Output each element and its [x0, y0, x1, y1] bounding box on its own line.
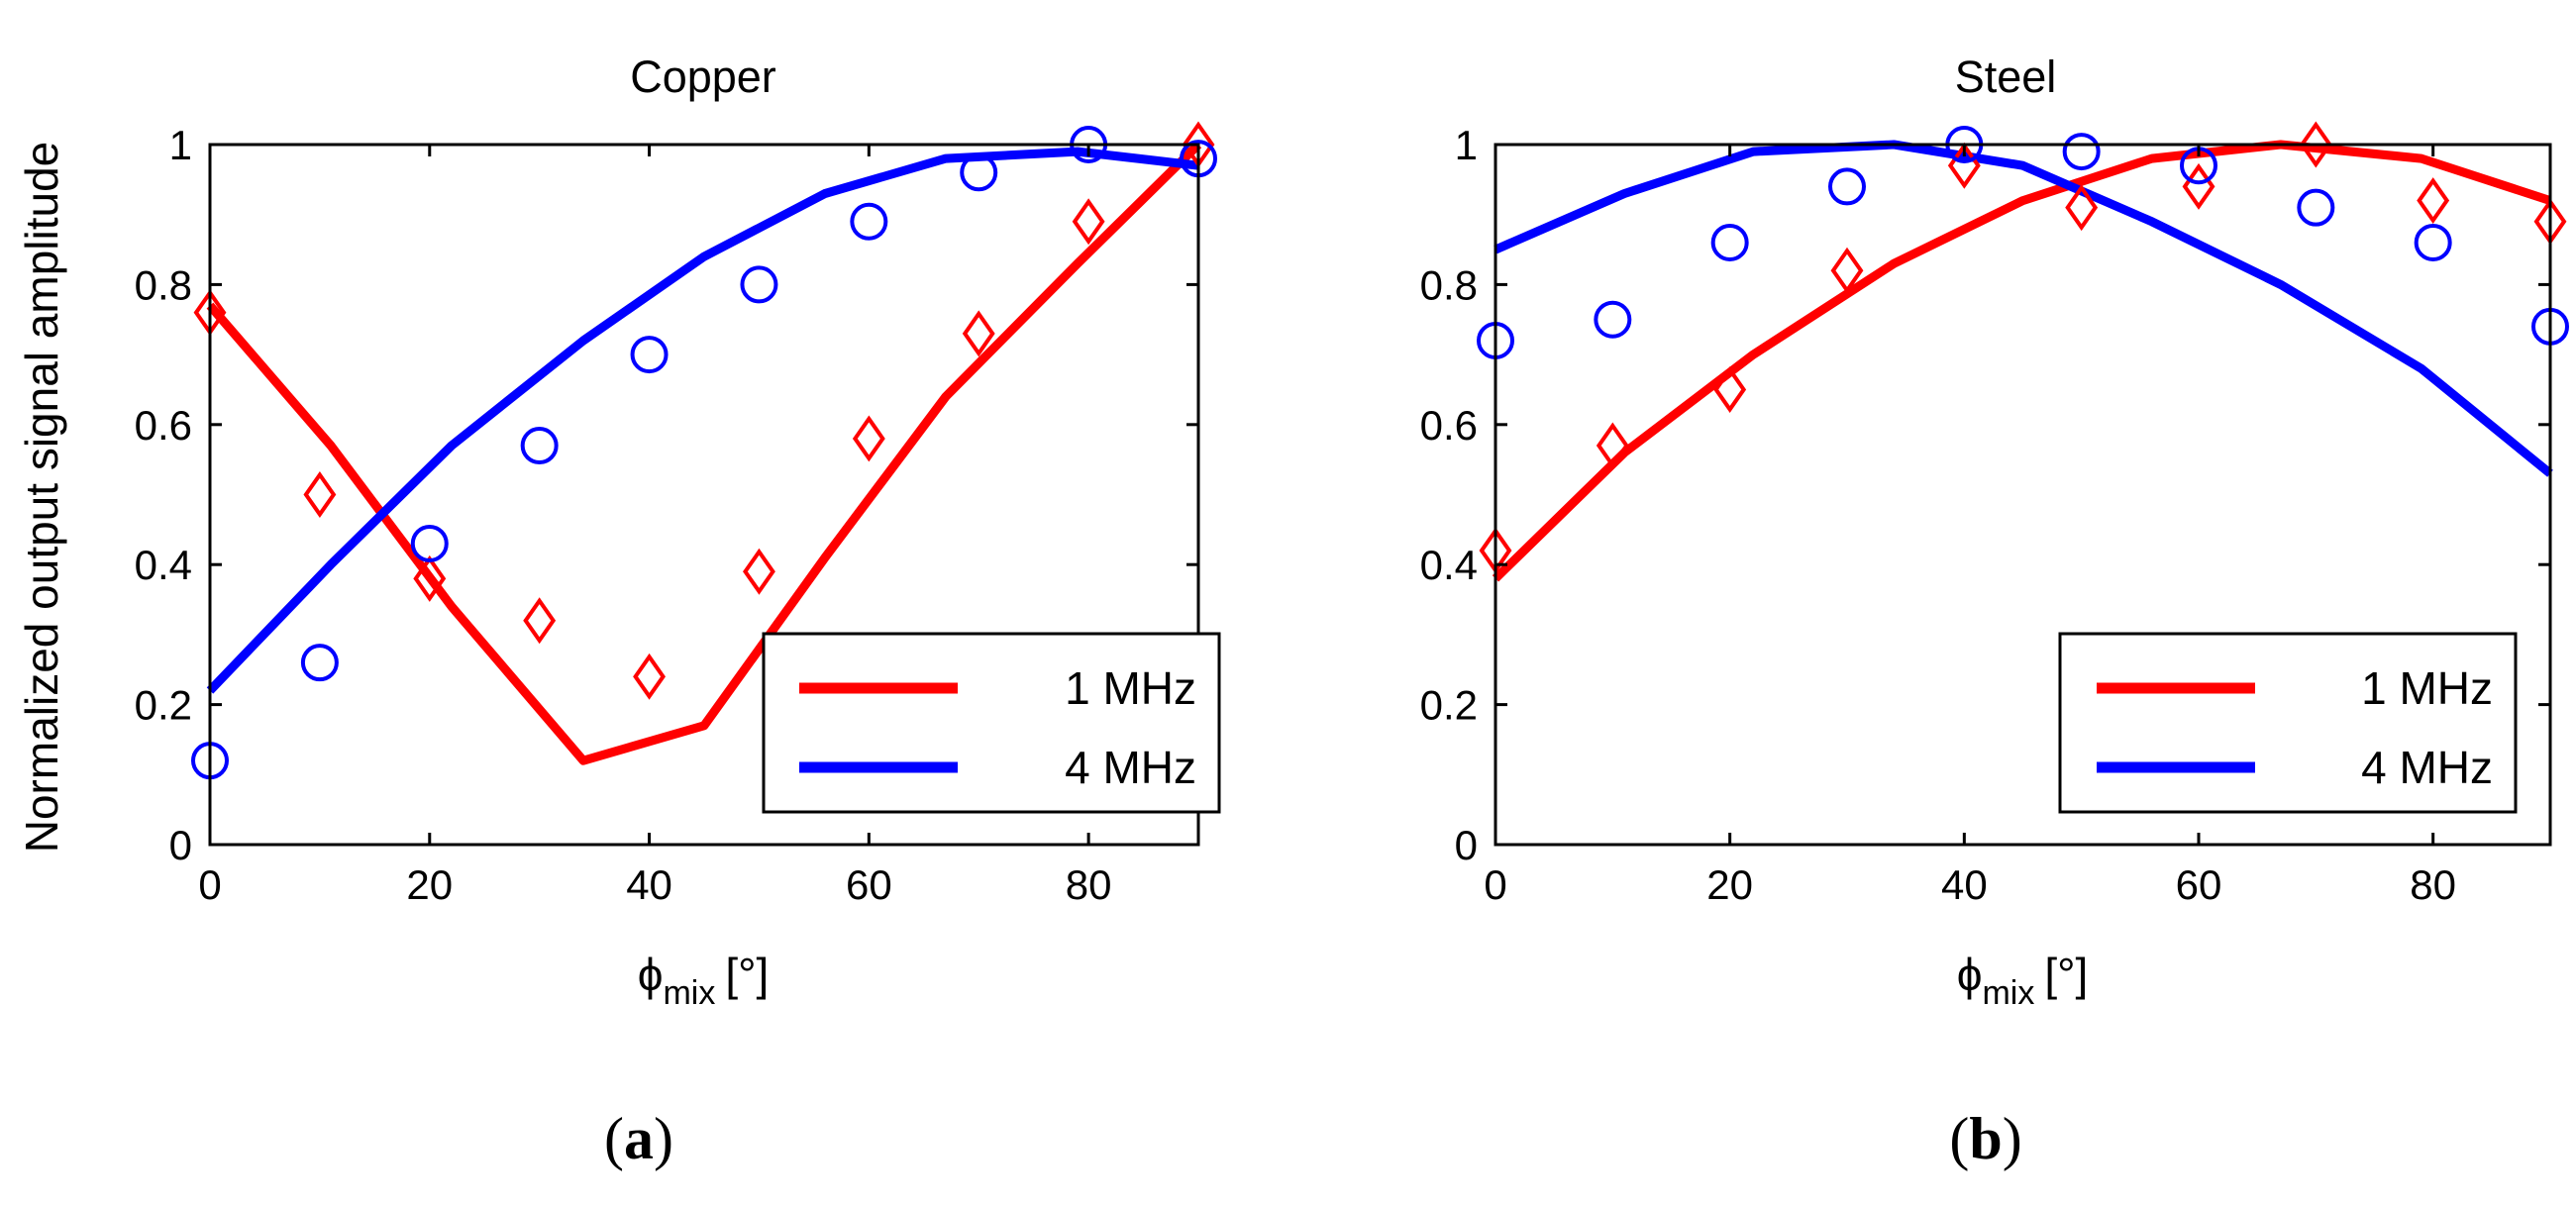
x-axis-label-symbol: ϕ: [1957, 949, 1983, 1000]
x-tick-label: 0: [198, 861, 221, 908]
y-tick-label: 0.2: [1420, 682, 1478, 729]
x-axis-label: ϕmix [°]: [1957, 949, 2089, 1012]
data-point-4-mhz: [740, 265, 778, 304]
data-point-4-mhz: [1594, 300, 1632, 339]
axes-frame: [1494, 143, 2552, 847]
x-axis-label-subscript: mix: [1982, 974, 2034, 1012]
data-point-1-mhz: [633, 653, 666, 700]
legend-label-4mhz: 4 MHz: [2361, 742, 2493, 793]
y-axis-label: Normalized output signal amplitude: [16, 142, 67, 854]
series-line-1-mhz: [206, 141, 1202, 765]
series-line-4-mhz: [1494, 140, 2553, 477]
data-point-4-mhz: [300, 644, 339, 682]
panel-caption: (a): [604, 1106, 673, 1171]
data-point-1-mhz: [303, 471, 337, 518]
data-point-1-mhz: [2299, 121, 2332, 168]
data-point-4-mhz: [1828, 167, 1866, 206]
chart-panel-steel: Steel 0 20 40 60 80 0 0.2 0.4 0.6 0.8 1 ϕmix [°] 1 …: [1420, 51, 2569, 1171]
data-point-4-mhz: [1710, 223, 1749, 261]
legend: 1 MHz 4 MHz: [2058, 632, 2518, 814]
series-lines: [1492, 140, 2553, 582]
data-point-1-mhz: [413, 554, 447, 602]
axes-frame: [208, 143, 1200, 847]
y-tick-label: 1: [1455, 122, 1478, 168]
data-point-4-mhz: [960, 153, 998, 192]
legend-label-4mhz: 4 MHz: [1065, 742, 1196, 793]
legend-label-1mhz: 1 MHz: [2361, 662, 2493, 714]
chart-title: Copper: [630, 51, 776, 102]
data-point-1-mhz: [523, 597, 557, 645]
x-tick-label: 20: [1706, 861, 1753, 908]
x-tick-label: 60: [846, 861, 892, 908]
axis-ticks: 0 20 40 60 80 0 0.2 0.4 0.6 0.8 1: [135, 122, 1198, 908]
data-point-4-mhz: [2062, 133, 2101, 171]
data-point-1-mhz: [743, 548, 775, 595]
x-tick-label: 80: [2410, 861, 2456, 908]
legend-box: [2058, 632, 2518, 814]
y-tick-label: 0.8: [1420, 261, 1478, 308]
data-point-1-mhz: [2065, 184, 2099, 232]
x-tick-label: 20: [406, 861, 453, 908]
x-axis-label-unit: [°]: [2044, 949, 2088, 1000]
data-point-1-mhz: [2417, 177, 2450, 225]
y-tick-label: 0.4: [135, 542, 192, 588]
x-axis-label-unit: [°]: [725, 949, 769, 1000]
chart-panel-copper: Copper 0 20 40 60 80 0 0.2 0.4 0.6 0.8 1 ϕmix [°] 1…: [135, 51, 1221, 1171]
y-tick-label: 0.8: [135, 261, 192, 308]
chart-title: Steel: [1955, 51, 2057, 102]
data-point-4-mhz: [630, 336, 669, 374]
x-tick-label: 60: [2176, 861, 2222, 908]
legend-box: [762, 632, 1221, 814]
data-point-1-mhz: [1830, 247, 1864, 294]
panel-caption-letter: a: [624, 1106, 654, 1171]
data-point-4-mhz: [850, 202, 888, 241]
data-point-1-mhz: [1596, 422, 1629, 469]
x-axis-label-symbol: ϕ: [638, 949, 664, 1000]
x-tick-label: 40: [1941, 861, 1988, 908]
panel-caption-letter: b: [1969, 1106, 2002, 1171]
data-point-4-mhz: [2297, 188, 2335, 227]
y-tick-label: 0.6: [135, 402, 192, 449]
y-tick-label: 0.6: [1420, 402, 1478, 449]
data-point-1-mhz: [852, 415, 885, 462]
y-tick-label: 0: [169, 822, 192, 868]
series-lines: [206, 141, 1202, 765]
series-line-1-mhz: [1492, 140, 2552, 582]
x-tick-label: 0: [1484, 861, 1506, 908]
axis-ticks: 0 20 40 60 80 0 0.2 0.4 0.6 0.8 1: [1420, 122, 2550, 908]
series-line-4-mhz: [206, 147, 1199, 694]
y-tick-label: 0.4: [1420, 542, 1478, 588]
data-point-1-mhz: [1713, 365, 1747, 413]
x-tick-label: 80: [1066, 861, 1112, 908]
x-axis-label: ϕmix [°]: [638, 949, 770, 1012]
y-tick-label: 0: [1455, 822, 1478, 868]
legend-label-1mhz: 1 MHz: [1065, 662, 1196, 714]
data-point-4-mhz: [410, 524, 449, 562]
y-tick-label: 0.2: [135, 682, 192, 729]
panel-caption: (b): [1949, 1106, 2021, 1171]
x-axis-label-subscript: mix: [663, 974, 715, 1012]
data-point-4-mhz: [520, 427, 559, 465]
x-tick-label: 40: [626, 861, 672, 908]
data-point-1-mhz: [962, 310, 995, 357]
legend: 1 MHz 4 MHz: [762, 632, 1221, 814]
data-point-1-mhz: [1072, 198, 1105, 246]
data-point-4-mhz: [2414, 223, 2452, 261]
y-tick-label: 1: [169, 122, 192, 168]
